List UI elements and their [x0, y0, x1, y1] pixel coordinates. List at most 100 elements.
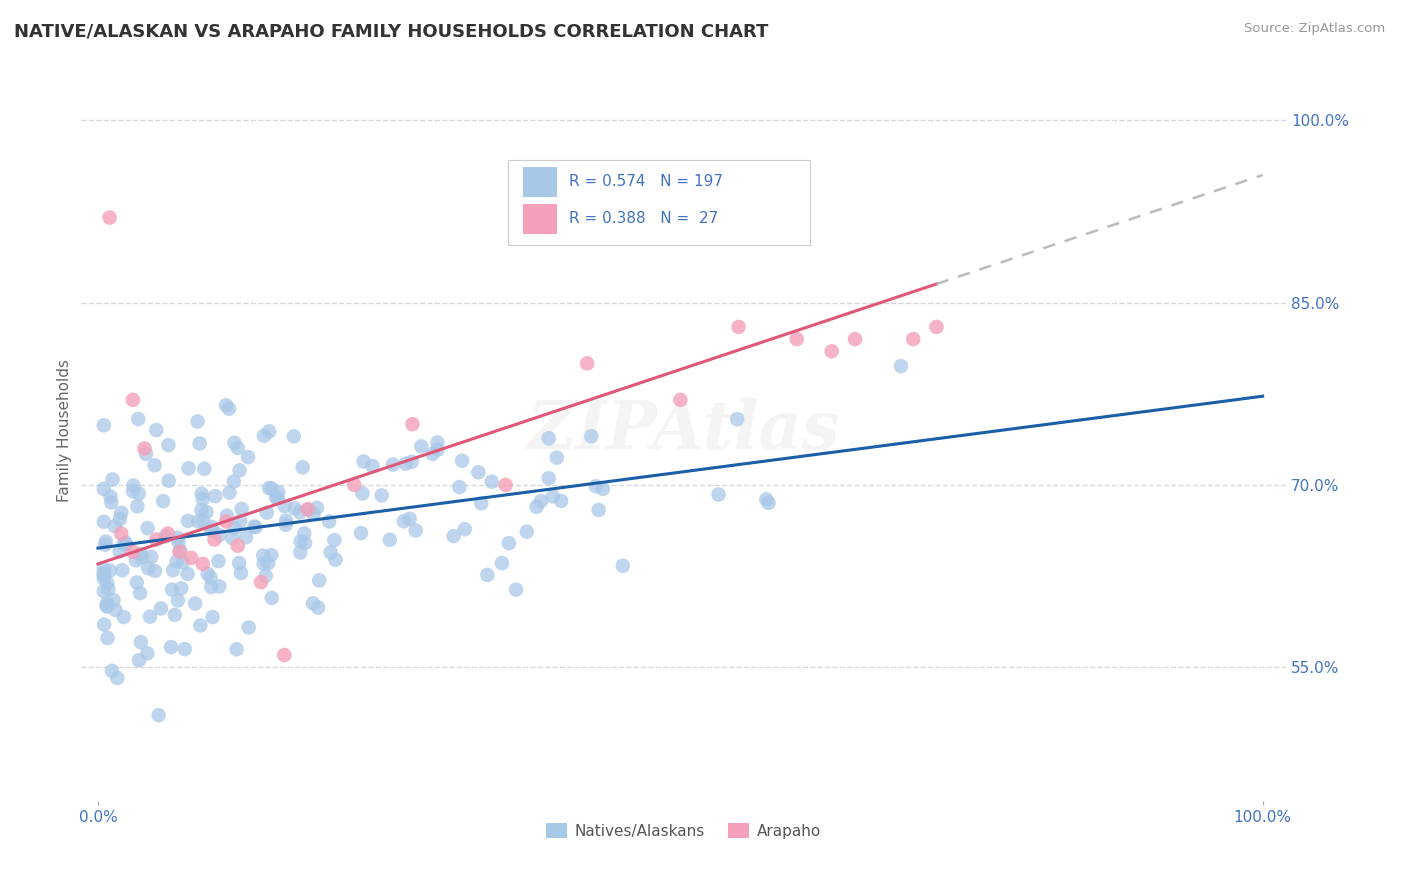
Point [288, 505, 311, 519]
Point [139, 609, 162, 624]
Point [226, 441, 249, 455]
Point [370, 488, 392, 502]
Point [204, 533, 226, 547]
Point [200, 523, 222, 537]
Point [290, 545, 312, 559]
Point [207, 554, 229, 568]
Point [398, 512, 420, 526]
Point [226, 539, 249, 553]
Point [129, 586, 152, 600]
Point [612, 558, 634, 573]
Point [128, 653, 150, 667]
Point [169, 543, 191, 558]
Point [145, 423, 167, 437]
Point [184, 597, 207, 611]
Point [157, 474, 180, 488]
Point [191, 491, 214, 506]
Point [187, 414, 209, 428]
Point [157, 438, 180, 452]
Point [725, 412, 748, 426]
Point [669, 392, 692, 407]
Point [236, 450, 259, 464]
Point [426, 435, 449, 450]
Point [264, 491, 287, 505]
Point [93, 584, 115, 599]
Point [94, 538, 117, 552]
Point [925, 320, 948, 334]
Point [707, 487, 730, 501]
Point [443, 529, 465, 543]
Point [170, 582, 193, 596]
Point [110, 506, 132, 520]
Point [111, 563, 134, 577]
Point [274, 514, 297, 528]
Point [93, 515, 115, 529]
Point [378, 533, 401, 547]
Point [394, 457, 416, 471]
Point [477, 568, 499, 582]
Point [585, 479, 607, 493]
Point [93, 562, 115, 576]
Point [238, 620, 260, 634]
Point [135, 447, 157, 461]
Point [190, 487, 212, 501]
Point [401, 417, 423, 432]
Point [177, 461, 200, 475]
Point [302, 507, 325, 521]
Point [143, 564, 166, 578]
Point [96, 575, 118, 590]
Point [426, 442, 449, 457]
Point [200, 570, 222, 584]
Point [401, 455, 423, 469]
Point [392, 514, 415, 528]
Point [250, 575, 273, 590]
Point [297, 502, 319, 516]
Point [228, 463, 250, 477]
Point [319, 545, 342, 559]
Point [104, 519, 127, 533]
Text: R = 0.574   N = 197: R = 0.574 N = 197 [568, 175, 723, 189]
Point [257, 556, 280, 570]
Point [292, 526, 315, 541]
Point [173, 642, 195, 657]
Point [318, 515, 340, 529]
Point [125, 553, 148, 567]
Point [149, 601, 172, 615]
Point [93, 617, 115, 632]
Point [160, 582, 183, 597]
Point [218, 401, 240, 416]
Point [112, 537, 135, 551]
Point [498, 536, 520, 550]
Point [581, 429, 603, 443]
Point [273, 648, 295, 662]
Point [537, 471, 560, 485]
Bar [523, 204, 557, 234]
Point [204, 489, 226, 503]
Point [491, 556, 513, 570]
Point [267, 491, 290, 506]
Point [505, 582, 527, 597]
Point [108, 512, 131, 526]
FancyBboxPatch shape [509, 160, 810, 245]
Point [136, 561, 159, 575]
Point [229, 514, 252, 528]
Point [208, 579, 231, 593]
Point [129, 547, 152, 561]
Point [228, 556, 250, 570]
Point [224, 435, 246, 450]
Point [467, 465, 489, 479]
Point [93, 568, 115, 582]
Point [105, 671, 128, 685]
Point [200, 580, 222, 594]
Point [215, 515, 238, 529]
Point [156, 526, 179, 541]
Point [201, 520, 224, 534]
Point [125, 575, 148, 590]
Point [257, 425, 280, 439]
Point [94, 534, 117, 549]
Point [253, 429, 276, 443]
Point [96, 596, 118, 610]
Point [136, 521, 159, 535]
Point [283, 429, 305, 443]
Point [145, 533, 167, 547]
